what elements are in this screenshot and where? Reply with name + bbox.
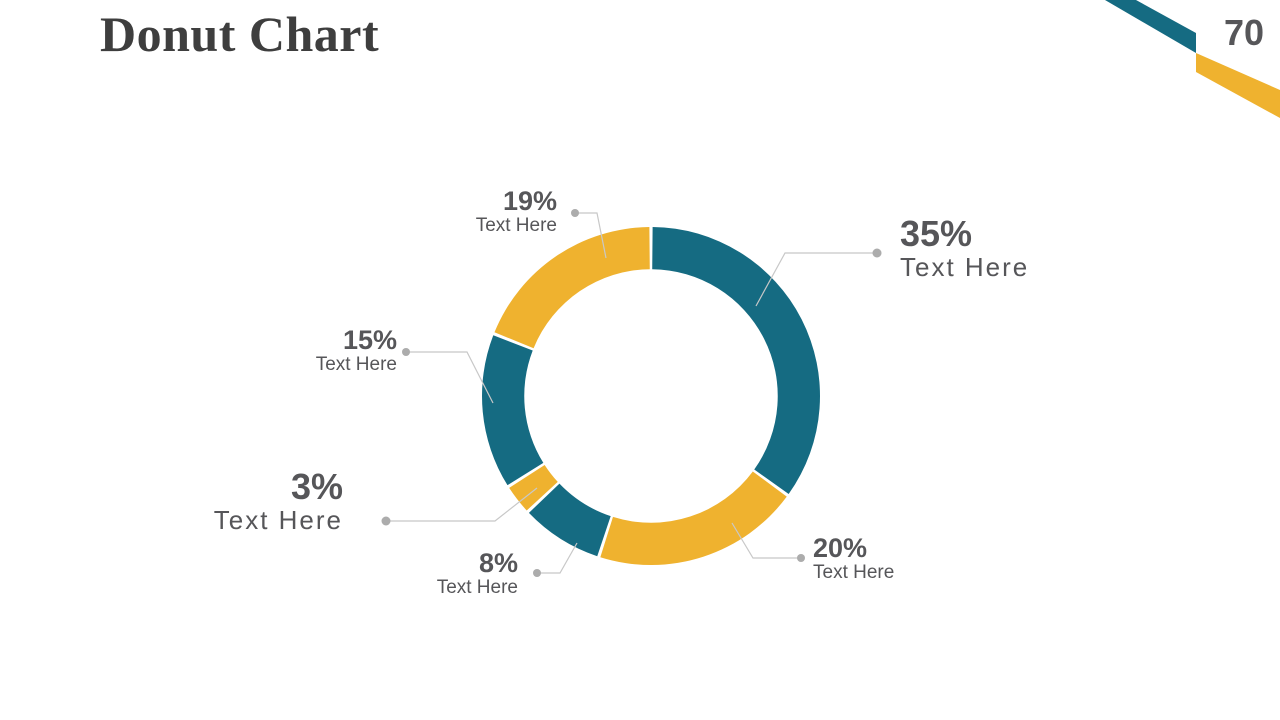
leader-dot-15 [402,348,410,356]
callout-35[interactable]: 35% Text Here [900,216,1029,281]
corner-ribbon-teal-icon [1105,0,1196,53]
callout-8[interactable]: 8% Text Here [437,550,518,598]
callout-19-caption: Text Here [475,215,557,236]
leader-line-3 [386,487,538,522]
leader-dot-8 [533,569,541,577]
callout-15-value: 15% [342,325,397,355]
page-title[interactable]: Donut Chart [100,6,380,62]
donut-segment-35[interactable] [652,227,820,495]
callout-20[interactable]: 20% Text Here [813,535,894,583]
corner-ribbon-yellow-icon [1196,53,1280,118]
leader-line-8 [537,542,578,574]
leader-line-15 [406,351,494,404]
donut-segment-3[interactable] [509,464,558,511]
callout-15-caption: Text Here [315,354,397,375]
callout-3-caption: Text Here [213,505,343,535]
callout-20-value: 20% [813,533,868,563]
donut-segment-15[interactable] [482,335,544,486]
leader-dot-20 [797,554,805,562]
donut-chart [482,227,820,565]
callout-19-value: 19% [502,186,557,216]
callout-19[interactable]: 19% Text Here [476,188,557,236]
donut-segment-20[interactable] [600,471,787,565]
donut-segment-8[interactable] [528,483,611,557]
leader-dot-3 [381,516,391,526]
callout-15[interactable]: 15% Text Here [316,327,397,375]
leader-line-35 [755,252,877,307]
callout-35-value: 35% [900,213,973,254]
leader-dot-35 [872,248,882,258]
leader-dot-19 [571,209,579,217]
callout-8-value: 8% [478,548,518,578]
callout-8-caption: Text Here [436,577,518,598]
callout-3[interactable]: 3% Text Here [214,469,343,534]
callout-3-value: 3% [290,466,343,507]
page-number: 70 [1223,12,1264,53]
donut-segment-19[interactable] [494,227,650,349]
callout-35-caption: Text Here [900,252,1030,282]
callout-20-caption: Text Here [813,562,895,583]
leader-line-20 [731,522,801,559]
leader-line-19 [575,212,607,259]
